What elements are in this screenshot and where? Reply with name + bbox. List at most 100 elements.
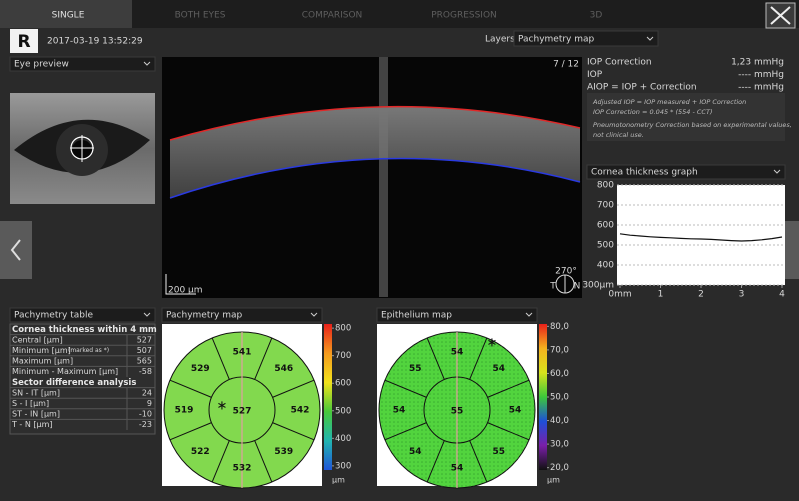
- sector-line: [487, 379, 530, 398]
- sector-value: 55: [409, 364, 422, 374]
- row-value: 9: [147, 399, 152, 408]
- tab[interactable]: [528, 0, 663, 28]
- sector-value: 54: [451, 464, 464, 474]
- sector-value: 54: [492, 364, 505, 374]
- y-tick-label: 300µm: [582, 281, 614, 291]
- row-label: Minimum - Maximum [µm]: [12, 367, 118, 376]
- row-value: 565: [137, 357, 152, 366]
- iop-label: IOP: [587, 70, 603, 80]
- temporal-label: T: [549, 282, 556, 292]
- tab[interactable]: [0, 0, 135, 28]
- center-value: 55: [451, 407, 464, 417]
- scale-label: 600: [335, 379, 351, 389]
- tab-label[interactable]: BOTH EYES: [175, 11, 226, 21]
- map-title[interactable]: Pachymetry map: [166, 311, 243, 321]
- color-scale: [539, 324, 547, 470]
- close-icon[interactable]: [770, 6, 791, 25]
- tab-label[interactable]: 3D: [590, 11, 603, 21]
- scale-bar: [165, 274, 196, 295]
- iop-value: ---- mmHg: [738, 70, 784, 80]
- scale-label: 500: [335, 406, 351, 416]
- y-tick-label: 700: [597, 201, 614, 211]
- sector-line: [426, 337, 445, 380]
- graph-dropdown[interactable]: Cornea thickness graph: [586, 164, 786, 180]
- sector-line: [211, 337, 230, 380]
- y-tick-label: 600: [597, 221, 614, 231]
- x-tick-label: 4: [779, 290, 785, 300]
- row-value: 24: [142, 388, 152, 397]
- tab[interactable]: [132, 0, 267, 28]
- thickness-line: [619, 233, 783, 242]
- sector-value: 54: [393, 406, 406, 416]
- scale-label: 700: [335, 351, 351, 361]
- tab-label[interactable]: SINGLE: [52, 11, 85, 21]
- table-dropdown[interactable]: Pachymetry table: [9, 307, 156, 323]
- angle-label: 270°: [555, 267, 577, 277]
- sector-line: [254, 337, 273, 380]
- close-box[interactable]: [765, 2, 796, 29]
- x-tick-label: 2: [698, 290, 704, 300]
- tab[interactable]: [264, 0, 399, 28]
- table-heading: Sector difference analysis: [12, 378, 136, 388]
- sector-line: [469, 440, 488, 483]
- scale-label: 50,0: [550, 393, 569, 403]
- oct-image: [162, 57, 582, 298]
- layers-label: Layers: [485, 35, 515, 45]
- sector-value: 532: [233, 464, 252, 474]
- anterior-boundary: [169, 105, 581, 141]
- dropdown-arrow: [525, 312, 533, 317]
- row-value: -23: [139, 420, 152, 429]
- scale-label: 30,0: [550, 440, 569, 450]
- dropdown-box[interactable]: [513, 30, 659, 47]
- row-note: (marked as *): [68, 347, 109, 354]
- tab-label[interactable]: PROGRESSION: [431, 11, 497, 21]
- tab-label[interactable]: COMPARISON: [302, 11, 363, 21]
- dropdown-arrow: [143, 61, 151, 66]
- graph-title[interactable]: Cornea thickness graph: [591, 168, 698, 178]
- cornea-band: [170, 106, 580, 198]
- min-marker: ∗: [487, 336, 498, 351]
- scan-index: 7 / 12: [553, 60, 579, 70]
- sector-value: 546: [274, 364, 293, 374]
- eye-badge: [10, 29, 38, 53]
- tab[interactable]: [396, 0, 531, 28]
- row-label: Central [µm]: [12, 335, 63, 344]
- eye-image: [10, 93, 155, 204]
- eye-preview-title[interactable]: Eye preview: [14, 60, 69, 70]
- scale-unit: µm: [332, 476, 345, 485]
- iop-label: AIOP = IOP + Correction: [587, 83, 697, 93]
- scale-unit: µm: [547, 476, 560, 485]
- crosshair: [70, 135, 94, 162]
- graph-plot-area: [617, 185, 785, 285]
- dropdown-box[interactable]: [586, 164, 786, 180]
- prev-button[interactable]: [0, 221, 32, 279]
- dropdown-box[interactable]: [9, 56, 156, 72]
- map-dropdown-box[interactable]: [161, 307, 323, 323]
- iop-note: not clinical use.: [593, 131, 644, 139]
- next-button[interactable]: [785, 221, 799, 279]
- y-tick-label: 400: [597, 261, 614, 271]
- reflex-line: [379, 57, 388, 297]
- sector-line: [211, 440, 230, 483]
- sector-value: 541: [233, 348, 252, 358]
- sector-value: 54: [409, 447, 422, 457]
- row-value: 527: [137, 335, 152, 344]
- row-value: -10: [139, 410, 152, 419]
- eye-preview-dropdown[interactable]: Eye preview: [9, 56, 156, 72]
- layers-dropdown[interactable]: Pachymetry map: [513, 30, 659, 47]
- map-dropdown-box[interactable]: [376, 307, 538, 323]
- table-title[interactable]: Pachymetry table: [14, 311, 93, 321]
- prev-arrow[interactable]: [10, 239, 21, 261]
- min-marker: ∗: [217, 399, 228, 414]
- iop-note: Adjusted IOP = IOP measured + IOP Correc…: [592, 98, 746, 106]
- layers-selected[interactable]: Pachymetry map: [518, 35, 595, 45]
- row-label: SN - IT [µm]: [12, 388, 60, 397]
- close-button[interactable]: [765, 2, 796, 29]
- map-title[interactable]: Epithelium map: [381, 311, 452, 321]
- table-body: [9, 323, 156, 435]
- dropdown-box[interactable]: [9, 307, 156, 323]
- y-tick-label: 800: [597, 181, 614, 191]
- table-heading: Cornea thickness within 4 mm: [12, 325, 157, 335]
